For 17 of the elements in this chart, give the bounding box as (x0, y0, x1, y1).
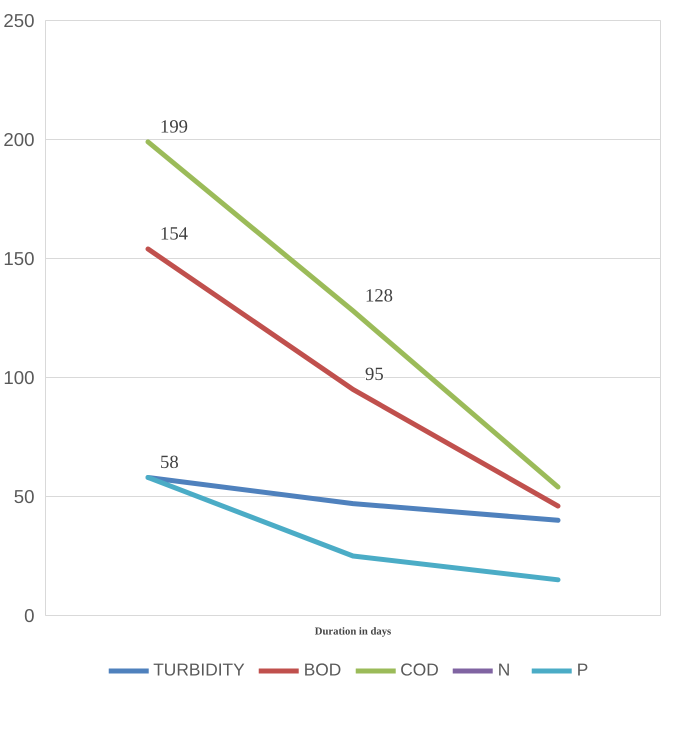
legend-label: P (576, 660, 590, 680)
y-tick-label: 0 (24, 605, 35, 626)
y-tick-label: 200 (3, 129, 35, 150)
data-label: 154 (160, 223, 189, 244)
y-tick-label: 250 (3, 10, 35, 31)
y-tick-label: 150 (3, 248, 35, 269)
data-label: 128 (365, 285, 393, 306)
legend-label: COD (400, 660, 439, 680)
legend-label: BOD (304, 660, 342, 680)
data-label: 58 (160, 452, 179, 473)
legend-label: TURBIDITY (153, 660, 245, 680)
x-axis-title: Duration in days (314, 626, 392, 638)
data-label: 95 (365, 364, 384, 385)
y-tick-label: 100 (3, 367, 35, 388)
legend-label: N (498, 660, 512, 680)
y-tick-label: 50 (14, 486, 35, 507)
data-label: 199 (160, 116, 188, 138)
